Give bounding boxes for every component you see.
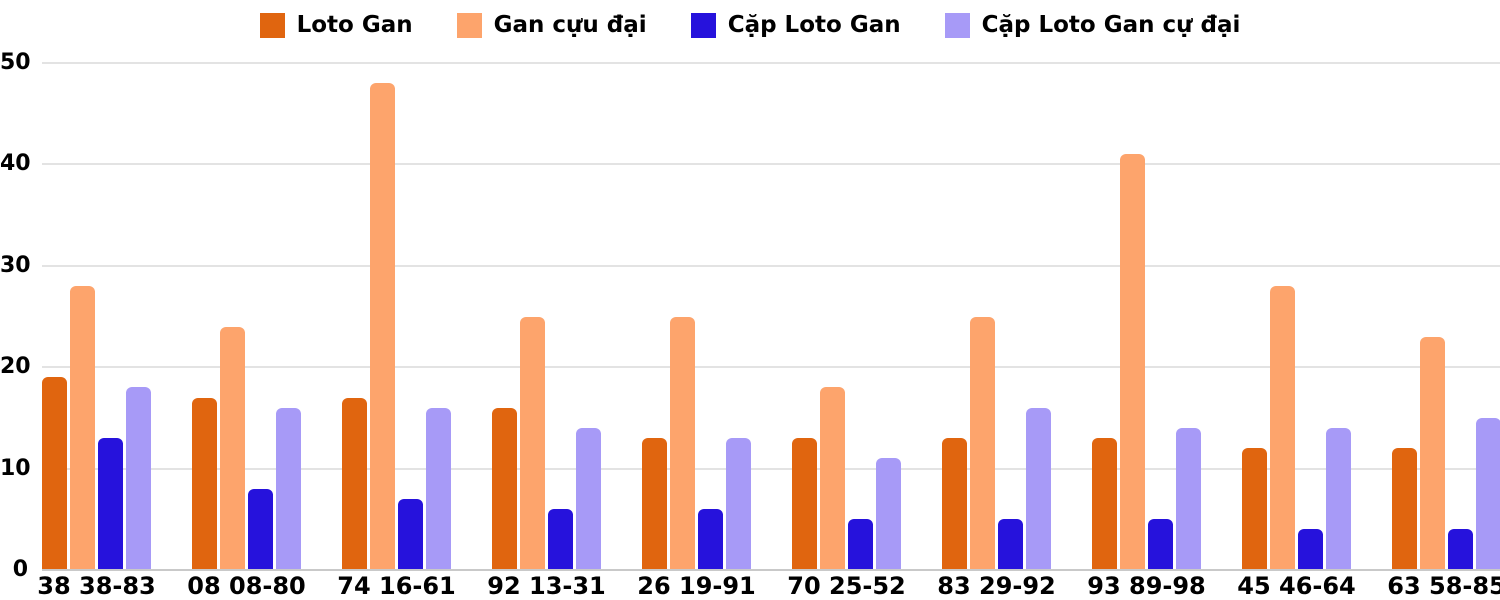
legend-item-cap-loto-gan-cu-dai: Cặp Loto Gan cự đại: [944, 12, 1241, 38]
bar-series2-group4: [698, 509, 723, 570]
bar-series3-group2: [426, 407, 451, 570]
bar-series2-group9: [1448, 529, 1473, 570]
x-category-label-4: 26 19-91: [637, 572, 756, 600]
bar-series0-group3: [492, 407, 517, 570]
bar-series0-group6: [942, 438, 967, 570]
bar-series0-group1: [192, 397, 217, 570]
bar-series2-group3: [548, 509, 573, 570]
bar-series1-group4: [670, 316, 695, 570]
bar-series3-group4: [726, 438, 751, 570]
gridline-40: [42, 163, 1500, 166]
bar-series2-group2: [398, 499, 423, 570]
bar-series3-group8: [1326, 428, 1351, 570]
y-tick-label-30: 30: [0, 252, 31, 278]
x-category-label-1: 08 08-80: [187, 572, 306, 600]
x-category-label-0: 38 38-83: [37, 572, 156, 600]
legend-label-loto-gan: Loto Gan: [296, 12, 413, 38]
bar-series1-group6: [970, 316, 995, 570]
bar-series3-group6: [1026, 407, 1051, 570]
gridline-10: [42, 467, 1500, 470]
bar-series0-group7: [1092, 438, 1117, 570]
x-category-label-2: 74 16-61: [337, 572, 456, 600]
bar-series3-group5: [876, 458, 901, 570]
gridline-20: [42, 366, 1500, 369]
legend-item-cap-loto-gan: Cặp Loto Gan: [690, 12, 901, 38]
bar-series3-group9: [1476, 417, 1500, 570]
x-category-label-9: 63 58-85: [1387, 572, 1500, 600]
gridline-30: [42, 264, 1500, 267]
legend-label-cap-loto-gan: Cặp Loto Gan: [727, 12, 901, 38]
y-tick-label-0: 0: [12, 557, 28, 582]
legend-swatch-loto-gan-icon: [259, 12, 285, 38]
legend-item-loto-gan: Loto Gan: [259, 12, 413, 38]
bar-series2-group7: [1148, 519, 1173, 570]
y-tick-label-40: 40: [0, 151, 31, 177]
bar-series1-group1: [220, 326, 245, 570]
bar-series1-group0: [70, 286, 95, 570]
gridline-50: [42, 62, 1500, 64]
legend-swatch-cap-loto-gan-icon: [690, 12, 716, 38]
bar-series3-group1: [276, 407, 301, 570]
bar-series0-group4: [642, 438, 667, 570]
x-category-label-6: 83 29-92: [937, 572, 1056, 600]
gridline-0: [42, 569, 1500, 571]
bar-series1-group2: [370, 83, 395, 570]
bar-series0-group5: [792, 438, 817, 570]
legend-item-gan-cuu-dai: Gan cựu đại: [456, 12, 647, 38]
bar-series2-group5: [848, 519, 873, 570]
bar-series0-group2: [342, 397, 367, 570]
bar-series0-group9: [1392, 448, 1417, 570]
bar-series2-group1: [248, 488, 273, 570]
legend-label-gan-cuu-dai: Gan cựu đại: [493, 12, 647, 38]
legend-swatch-gan-cuu-dai-icon: [456, 12, 482, 38]
y-tick-label-20: 20: [0, 354, 31, 380]
bar-series1-group7: [1120, 154, 1145, 570]
x-category-label-5: 70 25-52: [787, 572, 906, 600]
legend-label-cap-loto-gan-cu-dai: Cặp Loto Gan cự đại: [981, 12, 1241, 38]
bar-series2-group8: [1298, 529, 1323, 570]
bar-series1-group3: [520, 316, 545, 570]
x-category-label-8: 45 46-64: [1237, 572, 1356, 600]
bar-series0-group8: [1242, 448, 1267, 570]
bar-series3-group3: [576, 428, 601, 570]
bar-series1-group8: [1270, 286, 1295, 570]
chart-legend: Loto Gan Gan cựu đại Cặp Loto Gan Cặp Lo…: [0, 12, 1500, 38]
bar-series3-group0: [126, 387, 151, 570]
bar-series0-group0: [42, 377, 67, 570]
x-category-label-7: 93 89-98: [1087, 572, 1206, 600]
legend-swatch-cap-loto-gan-cu-dai-icon: [944, 12, 970, 38]
bar-series3-group7: [1176, 428, 1201, 570]
y-tick-label-10: 10: [0, 455, 31, 481]
bar-series1-group9: [1420, 336, 1445, 570]
bar-series1-group5: [820, 387, 845, 570]
bar-series2-group0: [98, 438, 123, 570]
x-category-label-3: 92 13-31: [487, 572, 606, 600]
y-tick-label-50: 50: [0, 50, 31, 75]
bar-series2-group6: [998, 519, 1023, 570]
plot-area: [42, 62, 1500, 571]
